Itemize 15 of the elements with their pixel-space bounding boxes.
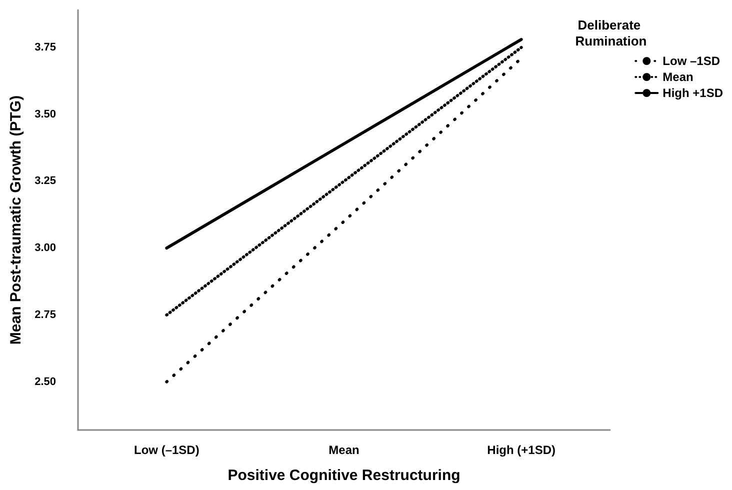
x-axis-title: Positive Cognitive Restructuring bbox=[228, 467, 460, 484]
legend-label: Mean bbox=[662, 70, 694, 84]
y-tick-label: 3.50 bbox=[34, 108, 56, 120]
x-tick-label: Low (–1SD) bbox=[134, 443, 200, 457]
y-tick-label: 3.25 bbox=[34, 175, 56, 188]
legend-label: High +1SD bbox=[662, 86, 724, 100]
x-tick-label: High (+1SD) bbox=[487, 443, 556, 457]
y-axis-title: Mean Post-traumatic Growth (PTG) bbox=[8, 95, 25, 345]
legend-label: Low –1SD bbox=[662, 54, 720, 68]
y-tick-label: 3.75 bbox=[34, 41, 56, 54]
y-tick-label: 3.00 bbox=[34, 242, 56, 254]
x-tick-label: Mean bbox=[328, 443, 360, 457]
y-tick-label: 2.50 bbox=[34, 376, 56, 388]
legend-title: Deliberate Rumination bbox=[575, 18, 647, 48]
y-tick-label: 2.75 bbox=[34, 308, 56, 321]
